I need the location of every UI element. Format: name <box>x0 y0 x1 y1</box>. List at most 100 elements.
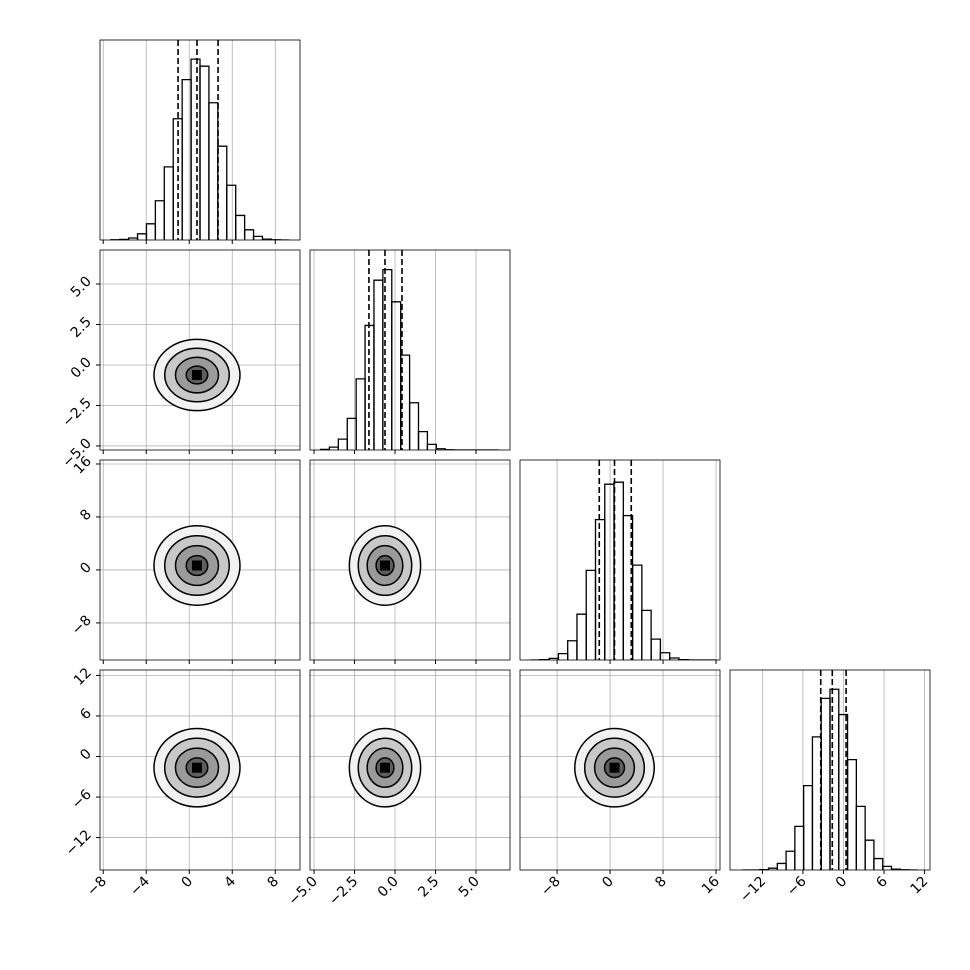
histogram-bin <box>199 65 210 240</box>
histogram-bin <box>594 518 606 660</box>
panel: −5.0−2.5 0.0 2.5 5.0 <box>286 669 511 909</box>
histogram-bin <box>846 758 858 870</box>
panel-frame <box>309 459 511 661</box>
histogram-bin <box>794 825 805 870</box>
panel-content <box>530 460 717 660</box>
x-tick-label: 0 <box>178 874 196 892</box>
histogram-bin <box>154 200 165 240</box>
histogram-bin <box>417 430 429 450</box>
panel-content <box>310 670 510 870</box>
histogram-bin <box>408 402 420 450</box>
histogram-bin <box>811 736 822 870</box>
y-tick-label: 0 <box>77 746 95 764</box>
x-tick-label: 0 <box>833 874 851 892</box>
panel-content <box>310 460 510 660</box>
y-tick-label: −8 <box>69 612 95 638</box>
panel-frame <box>99 459 301 661</box>
x-tick-label: 2.5 <box>415 874 442 901</box>
x-tick-label: 8 <box>652 874 670 892</box>
panel-frame <box>99 249 301 451</box>
x-tick-label: 0.0 <box>375 874 402 901</box>
histogram-bin <box>650 638 662 660</box>
panel <box>519 459 721 664</box>
histogram-bin <box>252 235 264 240</box>
panel: −12 −6 0 6 12 <box>729 669 932 906</box>
histogram-bin <box>567 640 578 660</box>
histogram-bin <box>820 697 831 870</box>
density-peak <box>609 762 620 773</box>
histogram-bin <box>181 78 192 240</box>
histogram-bin <box>882 865 893 870</box>
density-peak <box>191 762 202 773</box>
y-tick-label: −2.5 <box>59 395 94 430</box>
histogram-bin <box>604 483 615 660</box>
panel-content <box>742 670 925 870</box>
x-tick-label: 5.0 <box>456 874 483 901</box>
x-tick-label: −5.0 <box>286 874 321 909</box>
histogram-bin <box>659 652 671 660</box>
y-tick-label: 0.0 <box>68 354 95 381</box>
density-peak <box>379 762 390 773</box>
histogram-bin <box>864 839 875 870</box>
panel-content <box>100 460 300 660</box>
panel-frame <box>309 669 511 871</box>
x-tick-label: −2.5 <box>326 874 361 909</box>
panel-content <box>520 670 720 870</box>
histogram-bin <box>391 301 402 450</box>
histogram-bin <box>576 613 587 660</box>
panel-content <box>100 250 300 450</box>
panel: −8 0 8 16 <box>519 669 723 900</box>
histogram-bin <box>226 184 237 240</box>
density-peak <box>191 560 202 571</box>
histogram-bin <box>163 166 174 240</box>
x-tick-label: 16 <box>699 873 723 897</box>
x-tick-label: 6 <box>873 873 891 891</box>
x-tick-label: −12 <box>737 874 769 906</box>
histogram-bin <box>585 569 597 660</box>
histogram-bin <box>631 564 643 660</box>
histogram-bin <box>208 102 219 240</box>
panel <box>309 249 511 454</box>
histogram-bin <box>235 214 246 240</box>
y-tick-label: −12 <box>63 827 95 859</box>
x-tick-label: 12 <box>908 874 932 898</box>
panel-frame <box>729 669 931 871</box>
x-tick-label: 0 <box>599 874 617 892</box>
histogram-bin <box>373 279 384 450</box>
histogram-bin <box>243 229 255 240</box>
panel-frame <box>309 249 511 451</box>
y-tick-label: 5.0 <box>68 274 95 301</box>
density-peak <box>379 560 390 571</box>
histogram-bin <box>802 784 814 870</box>
y-tick-label: −6 <box>69 786 95 812</box>
histogram-bin <box>613 481 624 660</box>
panel-content <box>100 670 300 870</box>
histogram-bin <box>328 446 339 450</box>
y-tick-label: 8 <box>77 506 95 524</box>
histogram-bin <box>873 857 884 870</box>
x-tick-label: −4 <box>127 873 153 899</box>
x-tick-label: −6 <box>784 873 810 899</box>
panel <box>99 39 301 244</box>
histogram-bin <box>426 443 437 450</box>
panel-content <box>313 250 499 450</box>
panel <box>309 459 511 664</box>
histogram-bin <box>776 862 787 870</box>
histogram-bin <box>337 438 348 450</box>
x-tick-label: −8 <box>538 874 564 900</box>
histogram-bin <box>785 850 796 870</box>
density-peak <box>191 370 202 381</box>
histogram-bin <box>190 58 201 240</box>
y-tick-label: 6 <box>77 705 95 723</box>
panel: −5.0−2.50.02.55.0 <box>59 249 301 471</box>
histogram-bin <box>136 233 148 240</box>
histogram-bin <box>217 145 228 240</box>
y-tick-label: 2.5 <box>68 314 95 341</box>
x-tick-label: 8 <box>264 874 282 892</box>
panel: −8 −4 0 4 8 −12 −6 0 6 12 <box>63 665 301 899</box>
histogram-bin <box>355 378 366 450</box>
panel-frame <box>99 669 301 871</box>
histogram-bin <box>829 688 840 870</box>
